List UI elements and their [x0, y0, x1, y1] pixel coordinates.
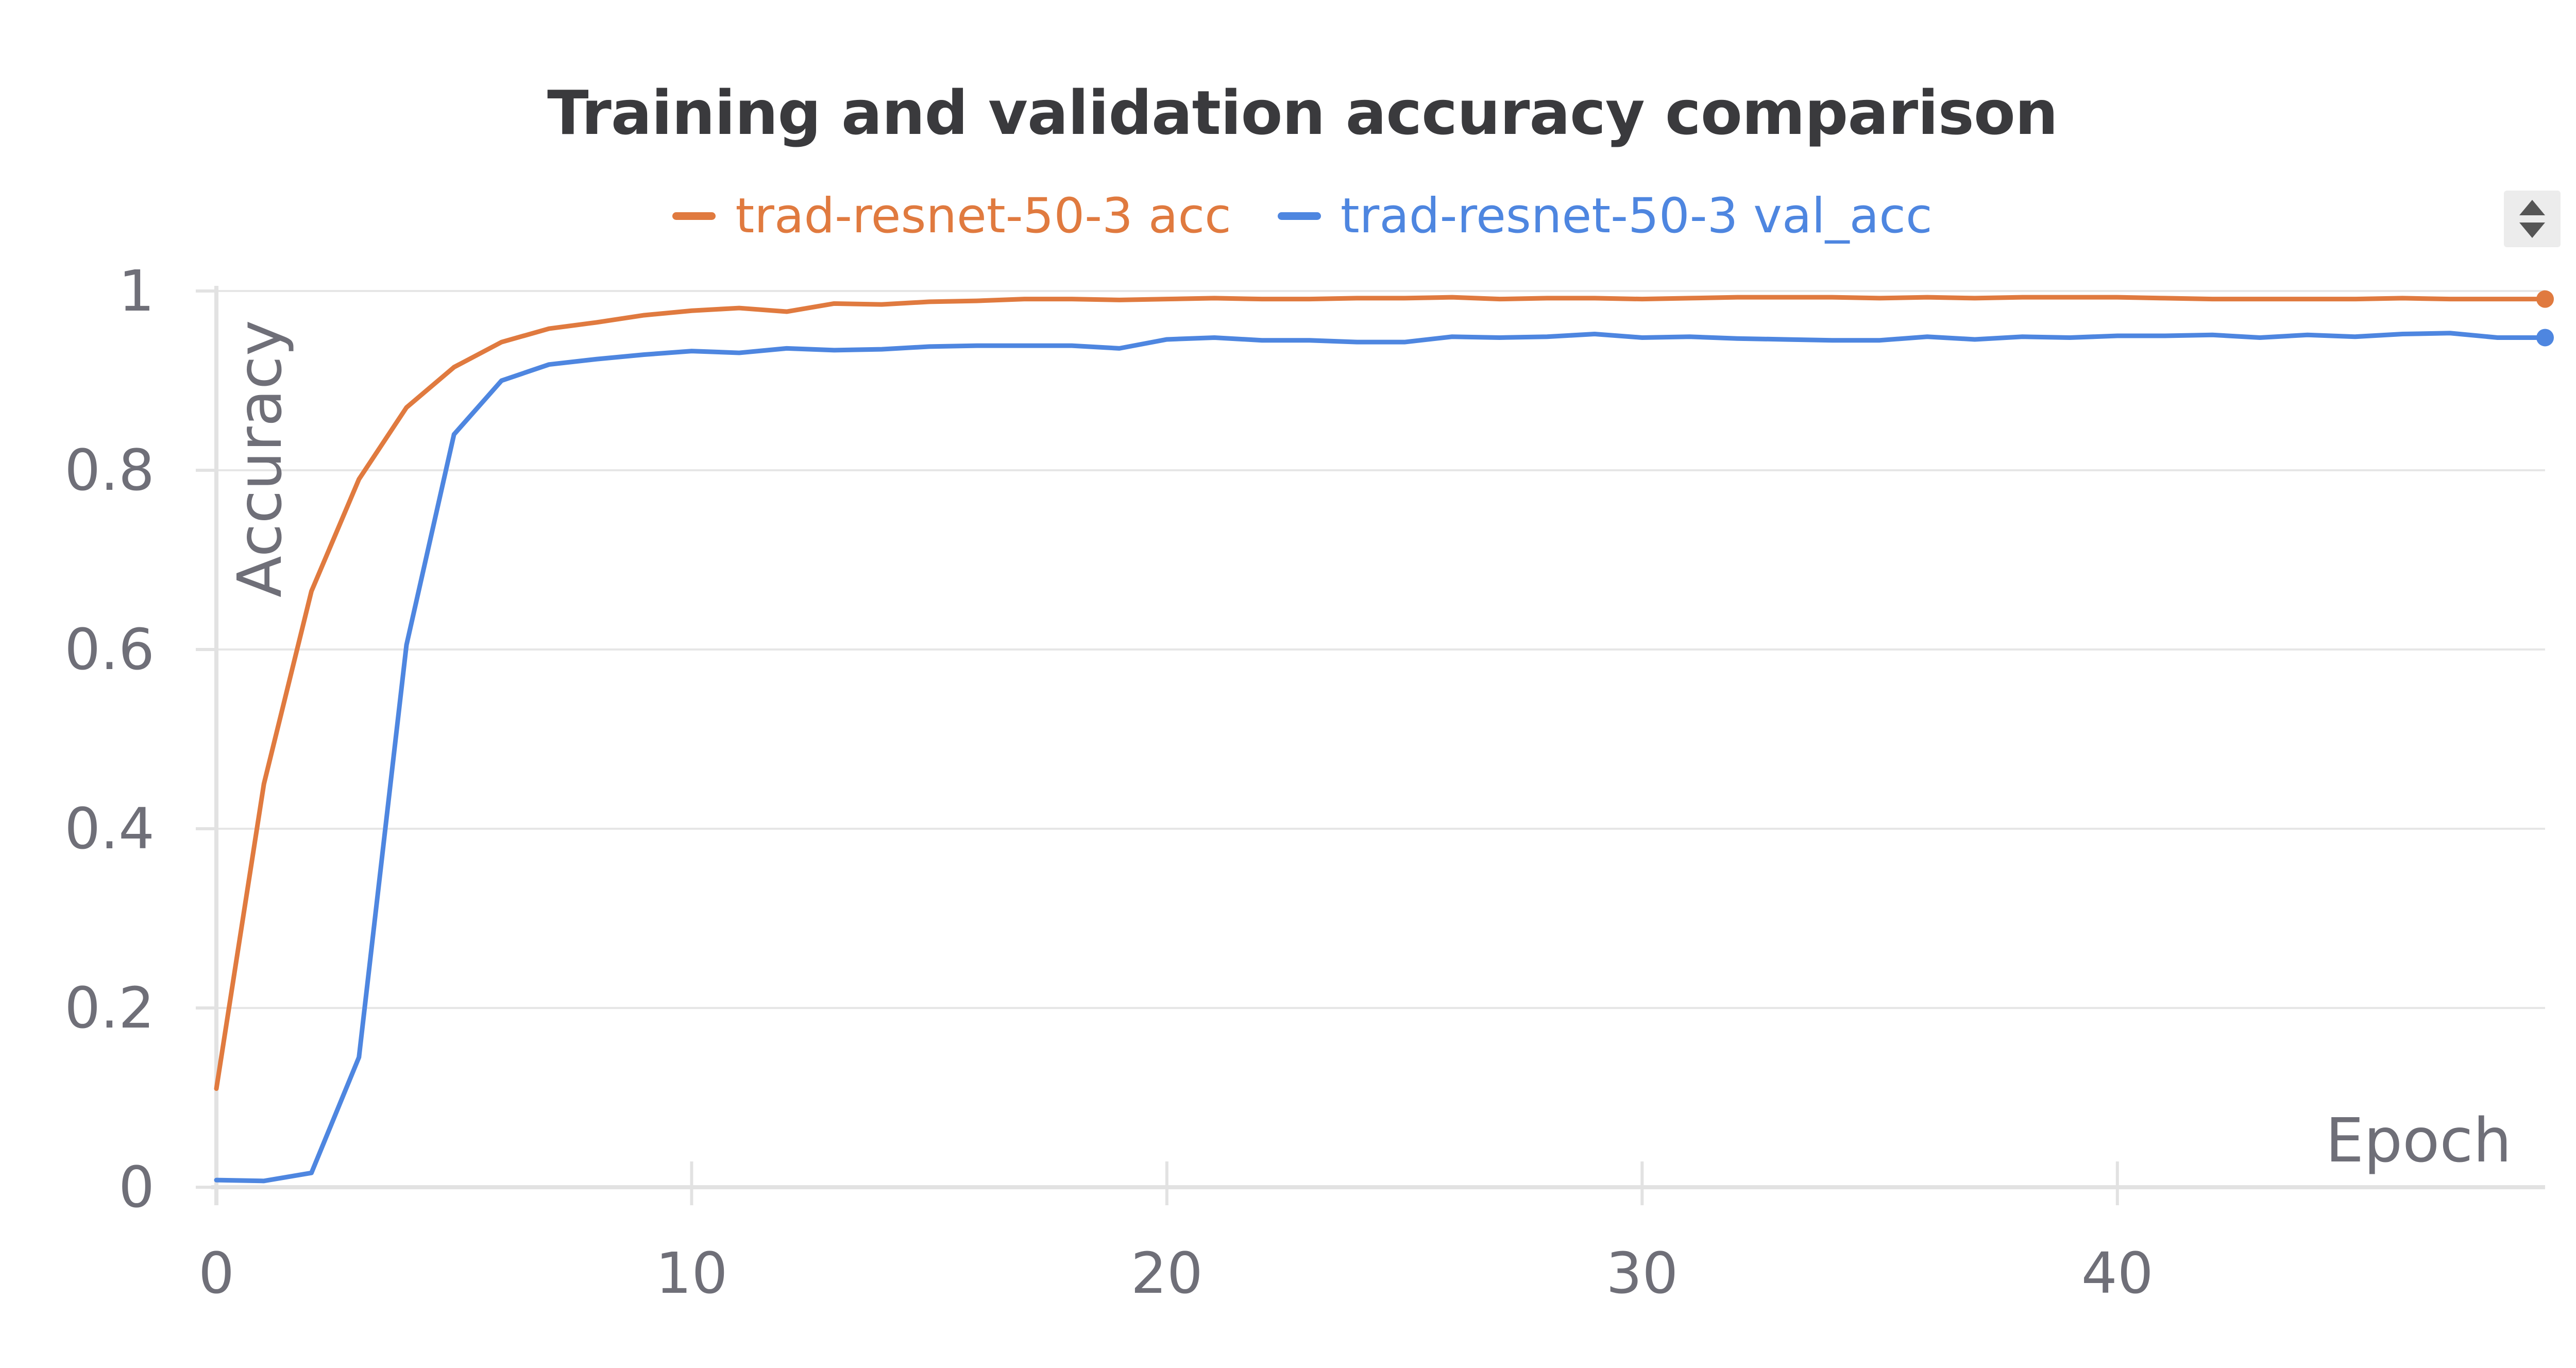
- x-tick-label: 10: [655, 1240, 727, 1306]
- x-tick-label: 0: [198, 1240, 234, 1306]
- legend-label-val-acc: trad-resnet-50-3 val_acc: [1340, 188, 1933, 244]
- sort-arrows-icon: [2519, 200, 2545, 238]
- series-lines: [214, 290, 2554, 1184]
- y-tick-label: 0.4: [64, 796, 155, 862]
- chart-title: Training and validation accuracy compari…: [547, 77, 2058, 148]
- legend-scroll-button[interactable]: [2504, 191, 2561, 247]
- y-tick-label: 0: [118, 1154, 155, 1220]
- x-tick-label: 20: [1131, 1240, 1203, 1306]
- legend: trad-resnet-50-3 acc trad-resnet-50-3 va…: [0, 188, 2576, 244]
- legend-item-val-acc[interactable]: trad-resnet-50-3 val_acc: [1277, 188, 1933, 244]
- legend-label-acc: trad-resnet-50-3 acc: [735, 188, 1231, 244]
- x-tick-label: 30: [1606, 1240, 1678, 1306]
- x-tick-labels: 0 10 20 30 40: [198, 1240, 2154, 1306]
- legend-swatch-acc: [672, 212, 716, 220]
- y-axis-label: Accuracy: [224, 320, 295, 597]
- grid-lines: [216, 290, 2545, 1009]
- series-end-point-1: [2536, 329, 2554, 347]
- y-tick-label: 0.2: [64, 975, 155, 1041]
- y-tick-labels: 0 0.2 0.4 0.6 0.8 1: [64, 258, 155, 1220]
- axes: [196, 286, 2545, 1205]
- x-axis-label: Epoch: [2326, 1105, 2512, 1176]
- series-line-0: [214, 295, 2548, 1091]
- y-tick-label: 0.6: [64, 617, 155, 682]
- y-tick-label: 0.8: [64, 437, 155, 503]
- legend-swatch-val-acc: [1277, 212, 1321, 220]
- series-end-point-0: [2536, 290, 2554, 308]
- y-tick-label: 1: [118, 258, 155, 324]
- series-line-1: [214, 331, 2548, 1184]
- legend-item-acc[interactable]: trad-resnet-50-3 acc: [672, 188, 1231, 244]
- x-tick-label: 40: [2081, 1240, 2154, 1306]
